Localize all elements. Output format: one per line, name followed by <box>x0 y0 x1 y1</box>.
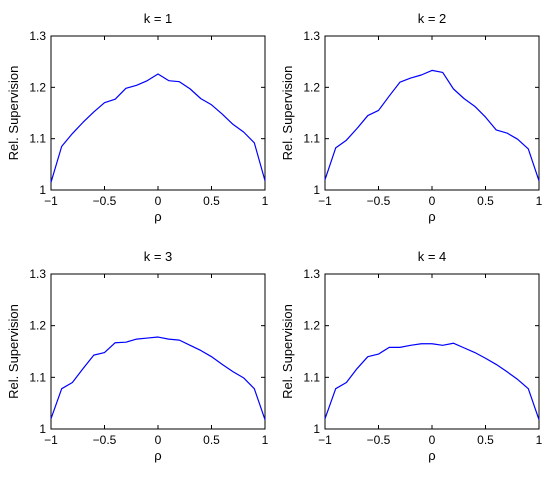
panel-1-series-line <box>50 73 266 183</box>
panel-3-ytick-label: 1.1 <box>29 370 46 384</box>
panel-2-ytick-label: 1.2 <box>303 80 320 94</box>
panel-2-ytick-label: 1.3 <box>303 29 320 43</box>
panel-1-ytick-label: 1 <box>39 183 46 197</box>
panel-4-ytick-label: 1.3 <box>303 267 320 281</box>
panel-4-xtick-label: −1 <box>318 433 332 447</box>
panel-2-axes-frame <box>324 35 540 191</box>
panel-2-xlabel: ρ <box>428 209 435 224</box>
panel-4-series-line <box>324 342 540 420</box>
panel-2-xtick-label: −1 <box>318 194 332 208</box>
panel-4-ytick-label: 1.1 <box>303 370 320 384</box>
panel-1-title: k = 1 <box>144 11 173 26</box>
panel-2-xtick-label: 0.5 <box>477 194 494 208</box>
panel-2-ytick-label: 1.1 <box>303 132 320 146</box>
panel-2: −1 −0.5 0 0.5 1 1 1.1 1.2 1.3 k = 2 ρ Rel. Supervis… <box>280 11 543 224</box>
panel-1: −1 −0.5 0 0.5 1 1 1.1 1.2 1.3 k = 1 ρ Rel. Supervis… <box>6 11 269 224</box>
panel-3: −1 −0.5 0 0.5 1 1 1.1 1.2 1.3 k = 3 ρ Rel. Supervis… <box>6 249 269 463</box>
panel-4-xtick-label: 0.5 <box>477 433 494 447</box>
panel-3-ytick-label: 1.2 <box>29 319 46 333</box>
panel-4-ytick-label: 1.2 <box>303 319 320 333</box>
panel-1-xlabel: ρ <box>154 209 161 224</box>
panel-2-ylabel: Rel. Supervision <box>280 66 295 161</box>
panel-1-xtick-label: 0 <box>155 194 162 208</box>
panel-4-xlabel: ρ <box>428 448 435 463</box>
panel-1-ytick-label: 1.1 <box>29 132 46 146</box>
panel-1-xtick-label: 1 <box>262 194 269 208</box>
panel-1-axes-frame <box>50 35 266 191</box>
panel-3-xtick-label: 1 <box>262 433 269 447</box>
panel-3-xlabel: ρ <box>154 448 161 463</box>
panel-2-series-line <box>324 69 540 181</box>
panel-3-xtick-label: −0.5 <box>93 433 117 447</box>
panel-3-title: k = 3 <box>144 249 173 264</box>
panel-4: −1 −0.5 0 0.5 1 1 1.1 1.2 1.3 k = 4 ρ Rel. Supervis… <box>280 249 543 463</box>
panel-2-title: k = 2 <box>418 11 447 26</box>
panel-4-axes-frame <box>324 273 540 430</box>
panel-1-ylabel: Rel. Supervision <box>6 66 21 161</box>
panel-3-xtick-label: −1 <box>44 433 58 447</box>
panel-2-xtick-label: 0 <box>429 194 436 208</box>
panel-2-xtick-label: −0.5 <box>367 194 391 208</box>
panel-4-xtick-label: 1 <box>536 433 543 447</box>
panel-3-xtick-label: 0 <box>155 433 162 447</box>
panel-3-series-line <box>50 336 266 420</box>
panel-1-ytick-label: 1.2 <box>29 80 46 94</box>
panel-2-ytick-label: 1 <box>313 183 320 197</box>
panel-3-ytick-label: 1 <box>39 422 46 436</box>
panel-4-xtick-label: −0.5 <box>367 433 391 447</box>
panel-1-xtick-label: −0.5 <box>93 194 117 208</box>
panel-3-xtick-label: 0.5 <box>203 433 220 447</box>
panel-1-xtick-label: −1 <box>44 194 58 208</box>
panel-1-xtick-label: 0.5 <box>203 194 220 208</box>
panel-3-ylabel: Rel. Supervision <box>6 304 21 399</box>
panel-4-title: k = 4 <box>418 249 447 264</box>
panel-1-ytick-label: 1.3 <box>29 29 46 43</box>
panel-2-xtick-label: 1 <box>536 194 543 208</box>
panel-4-ytick-label: 1 <box>313 422 320 436</box>
panel-4-xtick-label: 0 <box>429 433 436 447</box>
panel-3-ytick-label: 1.3 <box>29 267 46 281</box>
panel-3-axes-frame <box>50 273 266 430</box>
panel-4-ylabel: Rel. Supervision <box>280 304 295 399</box>
